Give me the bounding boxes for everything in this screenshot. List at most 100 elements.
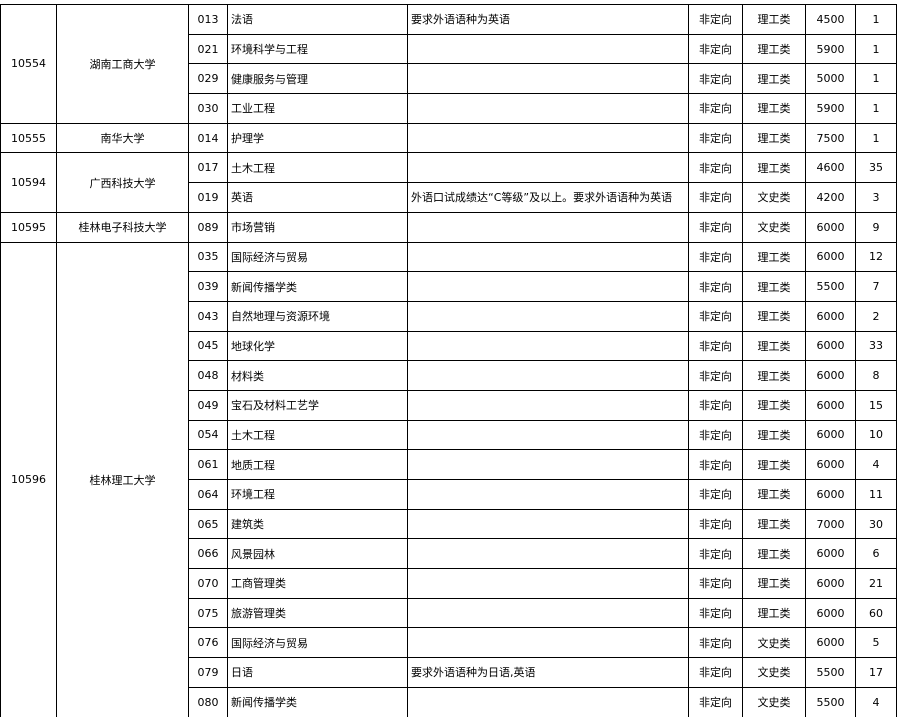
plan-type: 非定向 bbox=[688, 122, 743, 154]
major-code: 066 bbox=[188, 538, 228, 570]
category: 文史类 bbox=[742, 686, 806, 717]
major-code: 070 bbox=[188, 568, 228, 599]
note bbox=[407, 686, 689, 717]
school-name: 湖南工商大学 bbox=[56, 4, 189, 124]
fee: 6000 bbox=[805, 597, 856, 629]
note bbox=[407, 152, 689, 184]
major-name: 法语 bbox=[227, 4, 408, 35]
category: 理工类 bbox=[742, 568, 806, 599]
major-row: 066 风景园林 非定向 理工类 6000 6 bbox=[1, 538, 897, 570]
count: 10 bbox=[855, 419, 897, 451]
major-name: 国际经济与贸易 bbox=[227, 627, 408, 659]
major-name: 工商管理类 bbox=[227, 568, 408, 599]
major-row: 070 工商管理类 非定向 理工类 6000 21 bbox=[1, 568, 897, 599]
major-code: 065 bbox=[188, 508, 228, 540]
plan-type: 非定向 bbox=[688, 419, 743, 451]
school-name: 桂林理工大学 bbox=[56, 241, 189, 717]
major-code: 061 bbox=[188, 449, 228, 480]
plan-type: 非定向 bbox=[688, 182, 743, 213]
note: 要求外语语种为日语,英语 bbox=[407, 657, 689, 688]
category: 理工类 bbox=[742, 508, 806, 540]
plan-type: 非定向 bbox=[688, 241, 743, 273]
major-code: 021 bbox=[188, 33, 228, 65]
count: 60 bbox=[855, 597, 897, 629]
count: 6 bbox=[855, 538, 897, 570]
major-row: 039 新闻传播学类 非定向 理工类 5500 7 bbox=[1, 271, 897, 302]
count: 7 bbox=[855, 271, 897, 302]
plan-type: 非定向 bbox=[688, 538, 743, 570]
major-name: 健康服务与管理 bbox=[227, 63, 408, 95]
note bbox=[407, 568, 689, 599]
fee: 6000 bbox=[805, 211, 856, 243]
category: 理工类 bbox=[742, 330, 806, 362]
plan-type: 非定向 bbox=[688, 63, 743, 95]
fee: 5500 bbox=[805, 657, 856, 688]
fee: 6000 bbox=[805, 241, 856, 273]
count: 4 bbox=[855, 449, 897, 480]
school-code: 10594 bbox=[0, 152, 57, 213]
note bbox=[407, 419, 689, 451]
count: 15 bbox=[855, 389, 897, 421]
count: 33 bbox=[855, 330, 897, 362]
major-row: 075 旅游管理类 非定向 理工类 6000 60 bbox=[1, 597, 897, 629]
count: 17 bbox=[855, 657, 897, 688]
major-code: 064 bbox=[188, 479, 228, 510]
major-row: 064 环境工程 非定向 理工类 6000 11 bbox=[1, 479, 897, 510]
fee: 5500 bbox=[805, 686, 856, 717]
plan-type: 非定向 bbox=[688, 93, 743, 124]
plan-type: 非定向 bbox=[688, 330, 743, 362]
plan-type: 非定向 bbox=[688, 300, 743, 332]
plan-type: 非定向 bbox=[688, 568, 743, 599]
count: 1 bbox=[855, 93, 897, 124]
category: 文史类 bbox=[742, 657, 806, 688]
fee: 6000 bbox=[805, 300, 856, 332]
count: 4 bbox=[855, 686, 897, 717]
major-code: 019 bbox=[188, 182, 228, 213]
category: 文史类 bbox=[742, 211, 806, 243]
note bbox=[407, 93, 689, 124]
category: 理工类 bbox=[742, 449, 806, 480]
major-code: 089 bbox=[188, 211, 228, 243]
count: 9 bbox=[855, 211, 897, 243]
note bbox=[407, 389, 689, 421]
note: 要求外语语种为英语 bbox=[407, 4, 689, 35]
major-name: 环境工程 bbox=[227, 479, 408, 510]
major-row: 080 新闻传播学类 非定向 文史类 5500 4 bbox=[1, 686, 897, 717]
count: 1 bbox=[855, 4, 897, 35]
fee: 6000 bbox=[805, 568, 856, 599]
fee: 6000 bbox=[805, 627, 856, 659]
category: 理工类 bbox=[742, 271, 806, 302]
major-code: 029 bbox=[188, 63, 228, 95]
note bbox=[407, 300, 689, 332]
note bbox=[407, 211, 689, 243]
major-name: 建筑类 bbox=[227, 508, 408, 540]
major-row: 065 建筑类 非定向 理工类 7000 30 bbox=[1, 508, 897, 540]
major-code: 030 bbox=[188, 93, 228, 124]
note bbox=[407, 449, 689, 480]
major-row: 076 国际经济与贸易 非定向 文史类 6000 5 bbox=[1, 627, 897, 659]
fee: 5500 bbox=[805, 271, 856, 302]
major-name: 国际经济与贸易 bbox=[227, 241, 408, 273]
major-code: 043 bbox=[188, 300, 228, 332]
category: 理工类 bbox=[742, 122, 806, 154]
category: 理工类 bbox=[742, 4, 806, 35]
plan-type: 非定向 bbox=[688, 211, 743, 243]
major-row: 079 日语 要求外语语种为日语,英语 非定向 文史类 5500 17 bbox=[1, 657, 897, 688]
fee: 6000 bbox=[805, 330, 856, 362]
major-name: 英语 bbox=[227, 182, 408, 213]
category: 理工类 bbox=[742, 360, 806, 391]
count: 5 bbox=[855, 627, 897, 659]
major-row: 021 环境科学与工程 非定向 理工类 5900 1 bbox=[1, 33, 897, 65]
category: 文史类 bbox=[742, 182, 806, 213]
count: 21 bbox=[855, 568, 897, 599]
major-row: 10554 湖南工商大学 013 法语 要求外语语种为英语 非定向 理工类 4500 1 bbox=[0, 4, 897, 124]
major-row: 061 地质工程 非定向 理工类 6000 4 bbox=[1, 449, 897, 480]
major-code: 014 bbox=[188, 122, 228, 154]
major-code: 045 bbox=[188, 330, 228, 362]
count: 1 bbox=[855, 63, 897, 95]
fee: 6000 bbox=[805, 449, 856, 480]
count: 30 bbox=[855, 508, 897, 540]
major-name: 市场营销 bbox=[227, 211, 408, 243]
major-code: 075 bbox=[188, 597, 228, 629]
fee: 7500 bbox=[805, 122, 856, 154]
